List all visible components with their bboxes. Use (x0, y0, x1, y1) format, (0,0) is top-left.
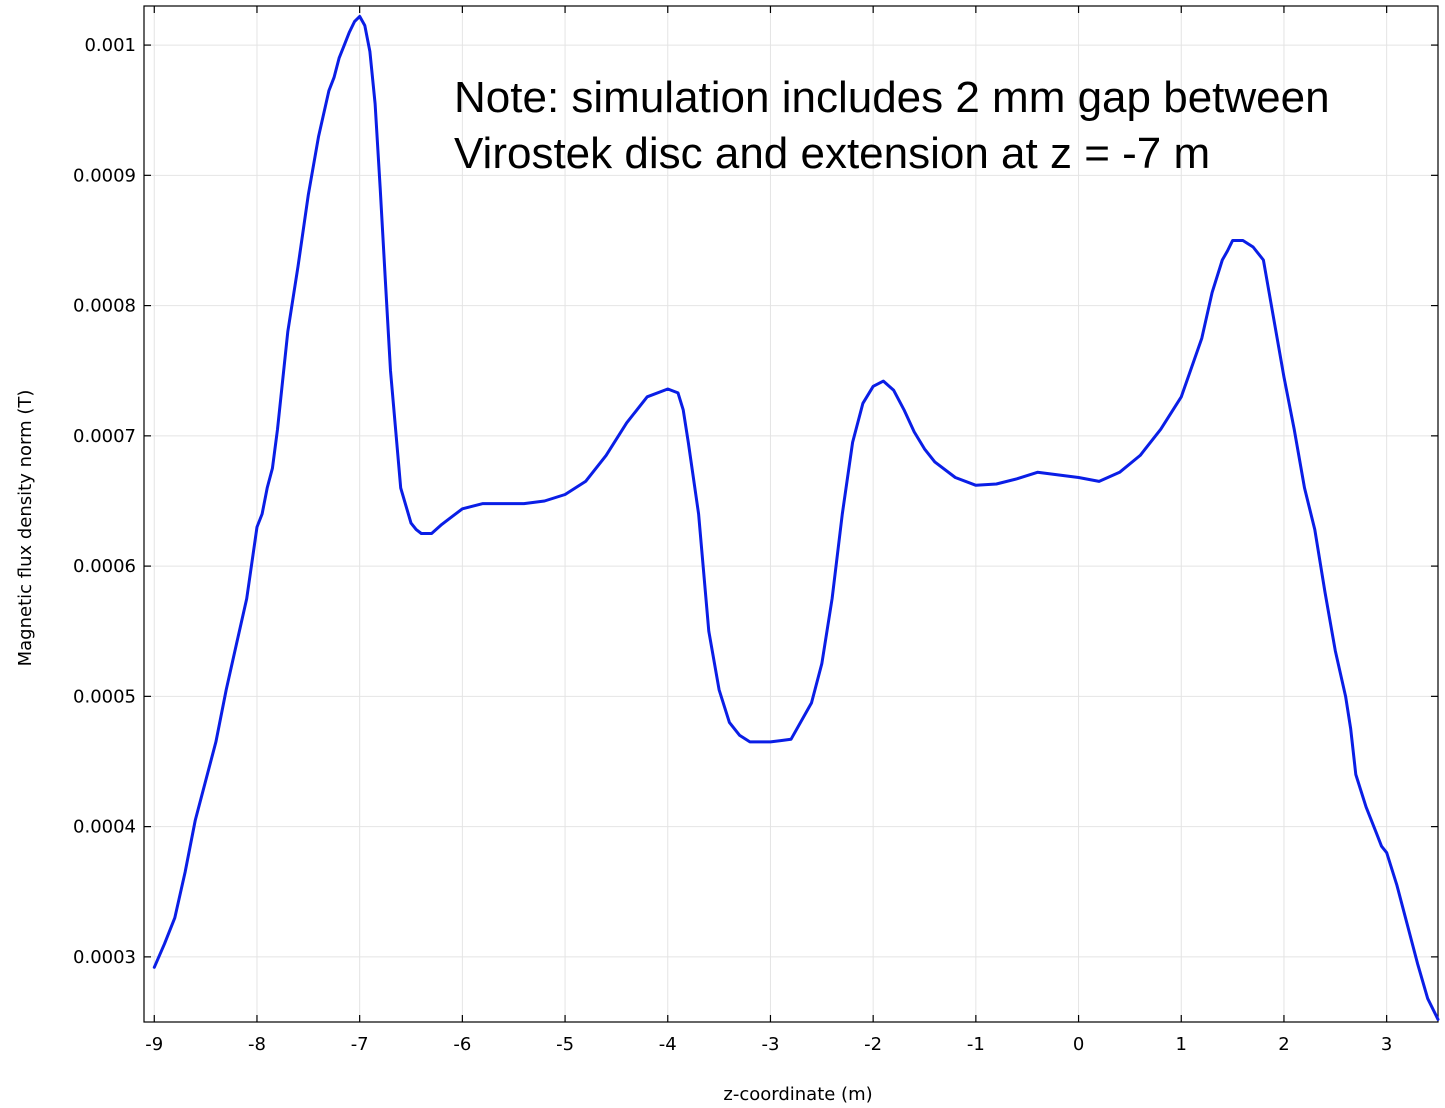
x-tick-label: -4 (659, 1034, 677, 1055)
y-tick-label: 0.001 (84, 35, 136, 56)
x-tick-label: -1 (967, 1034, 985, 1055)
x-tick-label: 3 (1381, 1034, 1392, 1055)
series-layer (152, 14, 1440, 1021)
x-axis: -9 -8 -7 -6 -5 -4 -3 -2 -1 0 1 2 3 (145, 6, 1392, 1055)
annotation-line-1: Note: simulation includes 2 mm gap betwe… (454, 73, 1330, 122)
y-tick-label: 0.0003 (73, 947, 136, 968)
x-axis-title: z-coordinate (m) (723, 1084, 872, 1105)
x-tick-label: -3 (761, 1034, 779, 1055)
y-axis-title: Magnetic flux density norm (T) (15, 390, 36, 667)
y-tick-label: 0.0007 (73, 426, 136, 447)
annotation-line-2: Virostek disc and extension at z = -7 m (454, 129, 1210, 178)
x-tick-label: -8 (248, 1034, 266, 1055)
series-line (152, 14, 1440, 1021)
y-tick-label: 0.0004 (73, 817, 136, 838)
x-tick-label: -7 (351, 1034, 369, 1055)
y-tick-label: 0.0008 (73, 296, 136, 317)
x-tick-label: 2 (1278, 1034, 1289, 1055)
y-tick-label: 0.0009 (73, 165, 136, 186)
x-tick-label: 1 (1176, 1034, 1187, 1055)
x-tick-label: -6 (453, 1034, 471, 1055)
x-tick-label: -9 (145, 1034, 163, 1055)
y-axis: 0.0003 0.0004 0.0005 0.0006 0.0007 0.0008 0.00… (73, 35, 1438, 968)
plot-frame (143, 5, 1439, 1023)
y-tick-label: 0.0006 (73, 556, 136, 577)
x-tick-label: -5 (556, 1034, 574, 1055)
x-tick-label: -2 (864, 1034, 882, 1055)
y-tick-label: 0.0005 (73, 686, 136, 707)
x-tick-label: 0 (1073, 1034, 1084, 1055)
